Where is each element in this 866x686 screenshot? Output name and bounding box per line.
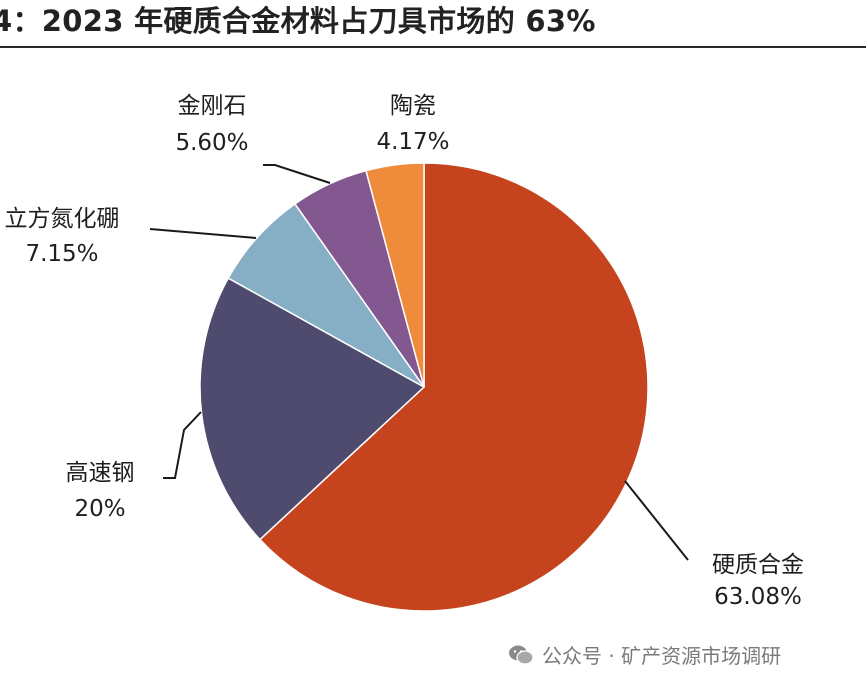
title-divider [0,46,866,48]
slice-label-2: 高速钢 [66,460,135,486]
wechat-icon [509,645,534,665]
watermark-text: 公众号 · 矿产资源市场调研 [542,644,782,668]
slice-value-2: 20% [74,496,125,522]
leader-line-1 [624,480,689,561]
slice-value-5: 4.17% [376,129,449,155]
leader-line-3 [149,228,257,239]
watermark: 公众号 · 矿产资源市场调研 [508,640,781,669]
slice-value-4: 5.60% [175,130,248,156]
pie-slice-2 [199,277,426,541]
pie-slice-3 [227,202,425,388]
slice-label-4: 金刚石 [178,93,247,119]
chart-title: 4：2023 年硬质合金材料占刀具市场的 63% [0,4,596,38]
leader-line-2 [163,411,202,479]
slice-label-1: 硬质合金 [712,552,804,578]
pie-slice-1 [258,162,649,612]
slice-value-1: 63.08% [714,584,802,610]
slice-label-5: 陶瓷 [390,93,436,119]
slice-value-3: 7.15% [25,241,98,267]
pie-slice-5 [365,162,425,388]
slice-label-3: 立方氮化硼 [5,206,120,232]
leader-line-4 [263,164,331,184]
